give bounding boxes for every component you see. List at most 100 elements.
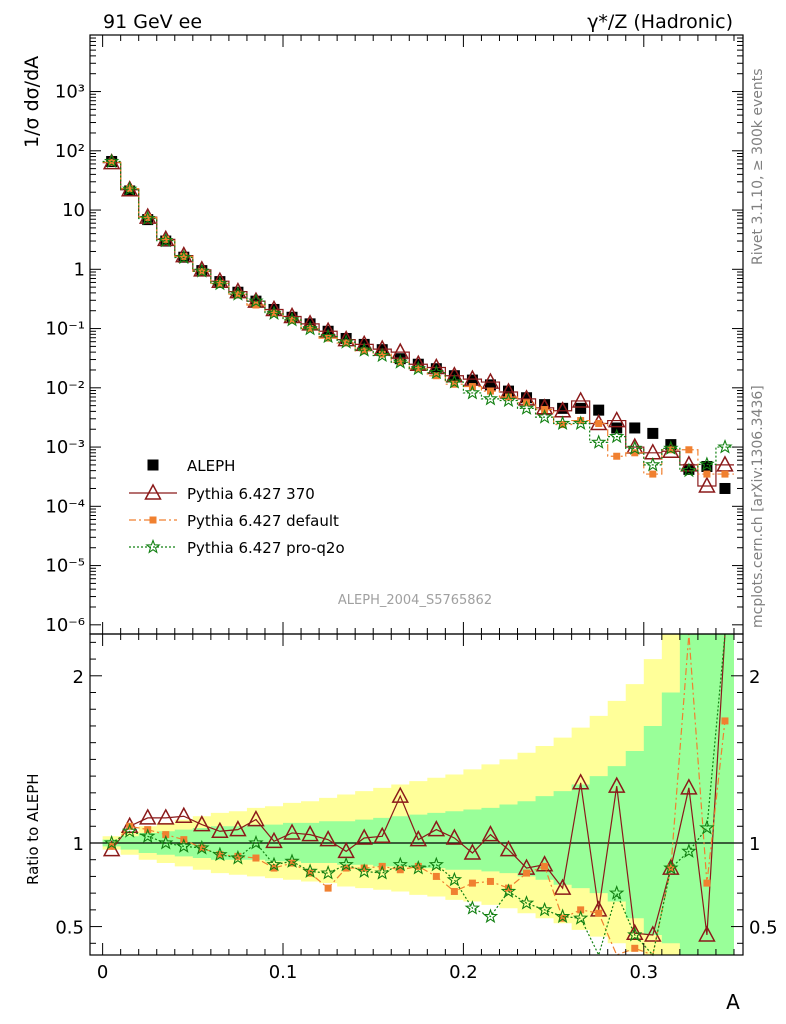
data-point-aleph (557, 402, 569, 414)
ratio-point-pythia-370 (283, 823, 301, 840)
ratio-point-pythia-pro-q2o (464, 900, 481, 915)
ratio-point-pythia-370 (301, 825, 319, 842)
ratio-point-pythia-370 (373, 826, 391, 844)
rivet-label: Rivet 3.1.10, ≥ 300k events (750, 68, 766, 265)
data-point-pythia-pro-q2o (121, 181, 138, 196)
data-point-aleph (575, 402, 587, 414)
ratio-point-pythia-default (468, 879, 476, 887)
main-y-tick-label: 1 (74, 259, 85, 280)
data-point-pythia-default (685, 446, 693, 454)
ratio-point-pythia-default (450, 887, 458, 895)
data-point-pythia-default (577, 417, 585, 425)
main-plot-series (102, 153, 734, 494)
ratio-point-pythia-370 (265, 831, 283, 849)
data-point-pythia-pro-q2o (374, 347, 390, 363)
x-tick-label: 0.3 (629, 962, 658, 983)
ratio-point-pythia-default (288, 859, 296, 867)
ratio-band-green (102, 634, 734, 955)
data-point-pythia-pro-q2o (194, 263, 210, 278)
ratio-point-pythia-pro-q2o (663, 859, 679, 875)
data-point-aleph (629, 422, 641, 434)
ratio-point-pythia-370 (662, 858, 680, 875)
ratio-point-pythia-370 (481, 825, 500, 842)
data-point-aleph (719, 482, 731, 494)
ratio-point-pythia-370 (138, 808, 157, 825)
header-right: γ*/Z (Hadronic) (587, 11, 733, 33)
ratio-point-pythia-default (504, 884, 512, 892)
data-point-pythia-default (649, 470, 657, 478)
data-point-pythia-pro-q2o (464, 384, 481, 400)
data-point-pythia-default (324, 334, 332, 342)
ratio-point-pythia-default (559, 914, 567, 922)
ratio-point-pythia-pro-q2o (284, 853, 300, 868)
data-point-pythia-370 (716, 455, 734, 472)
ratio-point-pythia-pro-q2o (338, 856, 354, 872)
main-y-tick-label: 10⁻⁴ (45, 496, 85, 517)
ratio-point-pythia-default (234, 852, 242, 860)
ratio-point-pythia-370 (626, 923, 644, 941)
ratio-point-pythia-default (306, 869, 314, 877)
data-point-pythia-pro-q2o (302, 320, 318, 336)
data-point-aleph (647, 427, 659, 439)
data-point-pythia-default (559, 421, 567, 429)
data-point-pythia-default (288, 316, 296, 324)
ratio-point-pythia-370 (698, 925, 716, 942)
ratio-point-pythia-default (198, 844, 206, 852)
ratio-point-pythia-370 (229, 820, 247, 837)
data-point-pythia-pro-q2o (446, 374, 463, 389)
data-point-pythia-370 (535, 398, 554, 415)
data-point-pythia-370 (607, 410, 626, 428)
ratio-point-pythia-pro-q2o (410, 860, 427, 875)
ratio-point-pythia-default (541, 862, 549, 870)
ratio-point-pythia-default (162, 831, 170, 839)
legend-label-pythia-pro-q2o: Pythia 6.427 pro-q2o (187, 539, 345, 557)
legend-marker-pythia-370 (144, 483, 162, 500)
main-y-tick-label: 10⁻⁶ (45, 615, 85, 636)
ratio-y-tick-label: 0.5 (55, 918, 84, 939)
data-point-pythia-pro-q2o (518, 400, 535, 415)
data-point-pythia-default (378, 350, 386, 358)
data-point-pythia-pro-q2o (717, 438, 733, 454)
ratio-point-pythia-pro-q2o (608, 884, 625, 900)
data-point-pythia-pro-q2o (608, 428, 625, 444)
ratio-point-pythia-default (252, 854, 260, 862)
series-line-pythia-default (102, 161, 734, 475)
ratio-point-pythia-370 (463, 843, 482, 860)
data-point-pythia-370 (644, 443, 662, 460)
ratio-point-pythia-pro-q2o (681, 843, 697, 858)
data-point-pythia-pro-q2o (590, 434, 607, 449)
main-y-tick-label: 10⁻⁵ (45, 556, 85, 577)
data-point-aleph (466, 374, 478, 386)
data-point-aleph (502, 385, 514, 397)
data-point-pythia-default (360, 347, 368, 355)
main-y-tick-label: 10⁻² (45, 378, 85, 399)
data-point-pythia-370 (589, 413, 608, 431)
data-point-aleph (539, 399, 551, 411)
ratio-point-pythia-370 (193, 815, 211, 832)
ratio-y-tick-label: 1 (749, 834, 760, 855)
ratio-point-pythia-default (432, 872, 440, 880)
data-point-aleph (430, 363, 442, 375)
ratio-point-pythia-pro-q2o (230, 849, 246, 865)
ratio-point-pythia-pro-q2o (518, 895, 535, 910)
ratio-point-pythia-default (577, 906, 585, 914)
ratio-point-pythia-pro-q2o (121, 823, 138, 838)
ratio-point-pythia-pro-q2o (356, 863, 372, 878)
ratio-point-pythia-pro-q2o (320, 865, 336, 880)
data-point-aleph (683, 463, 695, 475)
ratio-point-pythia-370 (553, 878, 572, 895)
data-point-pythia-pro-q2o (139, 210, 156, 226)
axes (89, 34, 744, 956)
ratio-point-pythia-default (216, 851, 224, 859)
data-point-pythia-default (396, 358, 404, 366)
main-ylabel: 1/σ dσ/dA (21, 56, 43, 148)
ratio-point-pythia-default (396, 866, 404, 874)
data-point-pythia-default (252, 301, 260, 309)
data-point-pythia-pro-q2o (572, 415, 589, 430)
x-tick-label: 0 (97, 962, 108, 983)
data-point-aleph (340, 332, 352, 344)
data-point-pythia-pro-q2o (103, 153, 120, 168)
ratio-plot-series (102, 633, 729, 957)
ratio-point-pythia-370 (247, 809, 265, 827)
legend-label-pythia-default: Pythia 6.427 default (187, 512, 339, 530)
